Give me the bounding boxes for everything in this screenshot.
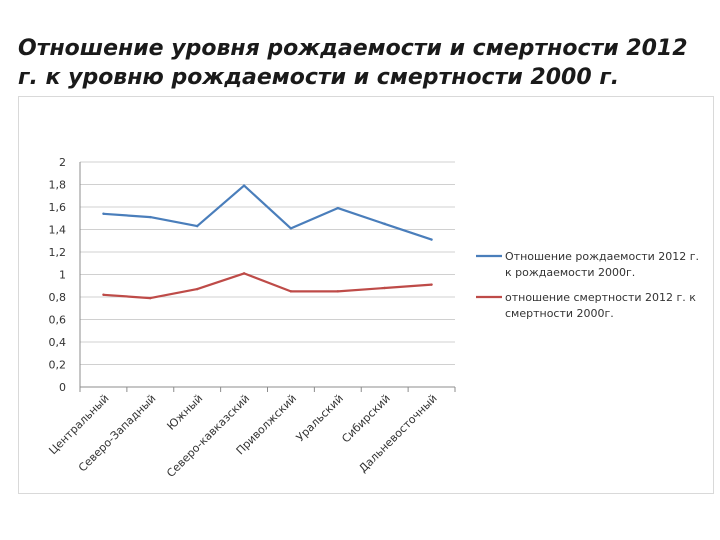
x-tick-label: Северо-кавказский [164, 392, 252, 480]
data-point [102, 212, 105, 215]
y-tick-label: 0,8 [49, 291, 67, 304]
data-point [242, 272, 246, 275]
data-point [242, 184, 246, 187]
data-point [102, 293, 105, 296]
y-tick-label: 0,6 [49, 314, 67, 327]
y-tick-label: 0,2 [49, 359, 67, 372]
data-point [383, 222, 386, 226]
chart-title-line-2: г. к уровню рождаемости и смертности 200… [18, 65, 620, 90]
x-tick-label: Дальневосточный [356, 392, 439, 475]
data-point [430, 238, 433, 241]
data-point [289, 227, 293, 230]
y-tick-label: 1,8 [49, 179, 67, 192]
data-point [336, 290, 340, 293]
data-point [289, 290, 293, 293]
legend-label: к рождаемости 2000г. [505, 266, 635, 279]
legend-label: Отношение рождаемости 2012 г. [505, 250, 699, 263]
data-point [195, 224, 199, 228]
x-tick-label: Северо-Западный [76, 392, 159, 475]
axes [79, 162, 456, 392]
chart-frame [18, 96, 714, 494]
data-point [149, 296, 152, 300]
y-tick-label: 1,6 [49, 201, 67, 214]
y-axis-tick-labels: 0 0,2 0,4 0,6 0,8 1 1,2 1,4 1,6 1,8 2 [49, 156, 67, 394]
chart-title: Отношение уровня рождаемости и смертност… [18, 34, 708, 92]
series-lines [102, 184, 433, 300]
series-line-2 [103, 272, 432, 300]
data-point [149, 215, 152, 219]
y-tick-label: 0 [59, 381, 66, 394]
legend-label: отношение смертности 2012 г. к [505, 291, 696, 304]
series-line-1 [103, 184, 432, 241]
grid-lines [80, 161, 455, 365]
data-point [383, 286, 386, 290]
data-point [195, 287, 199, 291]
data-point [336, 206, 340, 210]
y-tick-label: 2 [59, 156, 66, 169]
y-tick-label: 1,4 [49, 224, 67, 237]
chart-title-line-1: Отношение уровня рождаемости и смертност… [18, 36, 688, 61]
data-point [430, 283, 433, 286]
y-tick-label: 1,2 [49, 246, 67, 259]
y-tick-label: 1 [59, 269, 66, 282]
y-tick-label: 0,4 [49, 336, 67, 349]
legend: Отношение рождаемости 2012 г. к рождаемос… [476, 250, 699, 320]
x-tick-label: Южный [164, 392, 205, 433]
legend-label: смертности 2000г. [505, 307, 614, 320]
